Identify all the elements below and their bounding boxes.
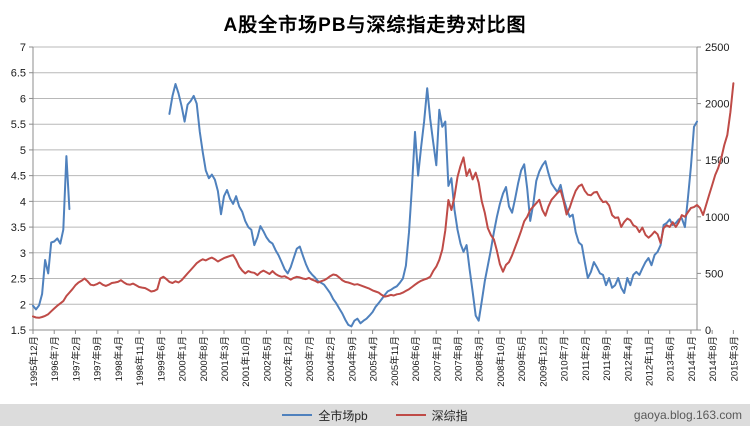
y-axis-left-tick-label: 7 (20, 42, 26, 54)
x-axis-tick-label: 2006年6月 (410, 336, 422, 381)
x-axis-tick-label: 1995年12月 (28, 336, 40, 387)
x-axis-tick-label: 2013年6月 (665, 336, 677, 381)
legend-item-pb: 全市场pb (282, 407, 368, 424)
chart-title: A股全市场PB与深综指走势对比图 (223, 15, 527, 36)
x-axis-tick-label: 1998年4月 (113, 336, 125, 381)
x-axis-tick-label: 1998年11月 (134, 336, 146, 386)
x-axis-tick-label: 2008年10月 (495, 336, 507, 387)
x-axis-tick-label: 2004年9月 (346, 336, 358, 381)
pb-line-swatch (282, 414, 313, 416)
x-axis-tick-label: 1999年6月 (155, 336, 167, 381)
legend-label-pb: 全市场pb (318, 408, 368, 423)
legend-label-index: 深综指 (431, 408, 468, 423)
x-axis-tick-label: 2011年9月 (601, 336, 613, 381)
x-axis-tick-label: 2009年5月 (516, 336, 528, 381)
y-axis-left-tick-label: 5.5 (11, 119, 26, 131)
x-axis-tick-label: 2015年3月 (728, 336, 740, 381)
x-axis-tick-label: 2010年7月 (559, 336, 571, 381)
y-axis-right-tick-label: 2500 (705, 42, 729, 54)
x-axis-tick-label: 2012年11月 (644, 336, 656, 386)
x-axis-tick-label: 2001年3月 (219, 336, 231, 381)
x-axis-tick-label: 2004年2月 (325, 336, 337, 381)
x-axis-tick-label: 2014年1月 (686, 336, 698, 381)
y-axis-left-tick-label: 1.5 (11, 325, 26, 337)
x-axis-tick-label: 1996年7月 (49, 336, 61, 381)
x-axis-tick-label: 2005年11月 (389, 336, 401, 386)
y-axis-right-tick-label: 1500 (705, 155, 729, 167)
y-axis-left-tick-label: 6.5 (11, 68, 26, 80)
x-axis-tick-label: 2002年12月 (283, 336, 295, 387)
x-axis-tick-label: 2007年1月 (431, 336, 443, 381)
pb-series-line (32, 83, 698, 328)
chart-footer: 全市场pb 深综指 gaoya.blog.163.com (0, 404, 750, 426)
x-axis-tick-label: 2001年10月 (240, 336, 252, 387)
index-series-line (32, 82, 735, 319)
y-axis-right-tick-label: 2000 (705, 99, 729, 111)
y-axis-right-tick-label: 0 (705, 325, 711, 337)
chart-legend: 全市场pb 深综指 (282, 407, 468, 424)
x-axis-tick-label: 1997年2月 (70, 336, 82, 381)
index-line-swatch (395, 414, 426, 416)
y-axis-left-tick-label: 2.5 (11, 274, 26, 286)
x-axis-tick-label: 2007年8月 (453, 336, 465, 381)
x-axis-tick-label: 2014年8月 (707, 336, 719, 381)
x-axis-tick-label: 2002年5月 (262, 336, 274, 381)
x-axis-tick-label: 1997年9月 (92, 336, 104, 381)
legend-item-index: 深综指 (395, 407, 468, 424)
comparison-line-chart: 7 6.5 6 5.5 5 4.5 4 3.5 3 2.5 2 1.5 2500 2000 1500 1000… (11, 42, 741, 387)
x-axis-tick-label: 2009年12月 (537, 336, 549, 387)
y-axis-left-tick-label: 5 (20, 145, 26, 157)
y-axis-left-tick-label: 4 (20, 196, 26, 208)
watermark-text: gaoya.blog.163.com (633, 408, 742, 422)
y-axis-right-tick-label: 500 (705, 268, 723, 280)
y-axis-left-tick-label: 6 (20, 93, 26, 105)
y-axis-left-tick-label: 3 (20, 248, 26, 260)
y-axis-left-tick-label: 2 (20, 299, 26, 311)
x-axis-tick-label: 2011年2月 (580, 336, 592, 381)
x-axis-tick-label: 2008年3月 (474, 336, 486, 381)
y-axis-right-tick-label: 1000 (705, 212, 729, 224)
x-axis-tick-label: 2003年7月 (304, 336, 316, 381)
x-axis-tick-label: 2005年4月 (368, 336, 380, 381)
y-axis-left-tick-label: 4.5 (11, 171, 26, 183)
y-axis-left-tick-label: 3.5 (11, 222, 26, 234)
x-axis-tick-label: 2000年1月 (177, 336, 189, 381)
x-axis-tick-label: 2012年4月 (622, 336, 634, 381)
x-axis-tick-label: 2000年8月 (198, 336, 210, 381)
